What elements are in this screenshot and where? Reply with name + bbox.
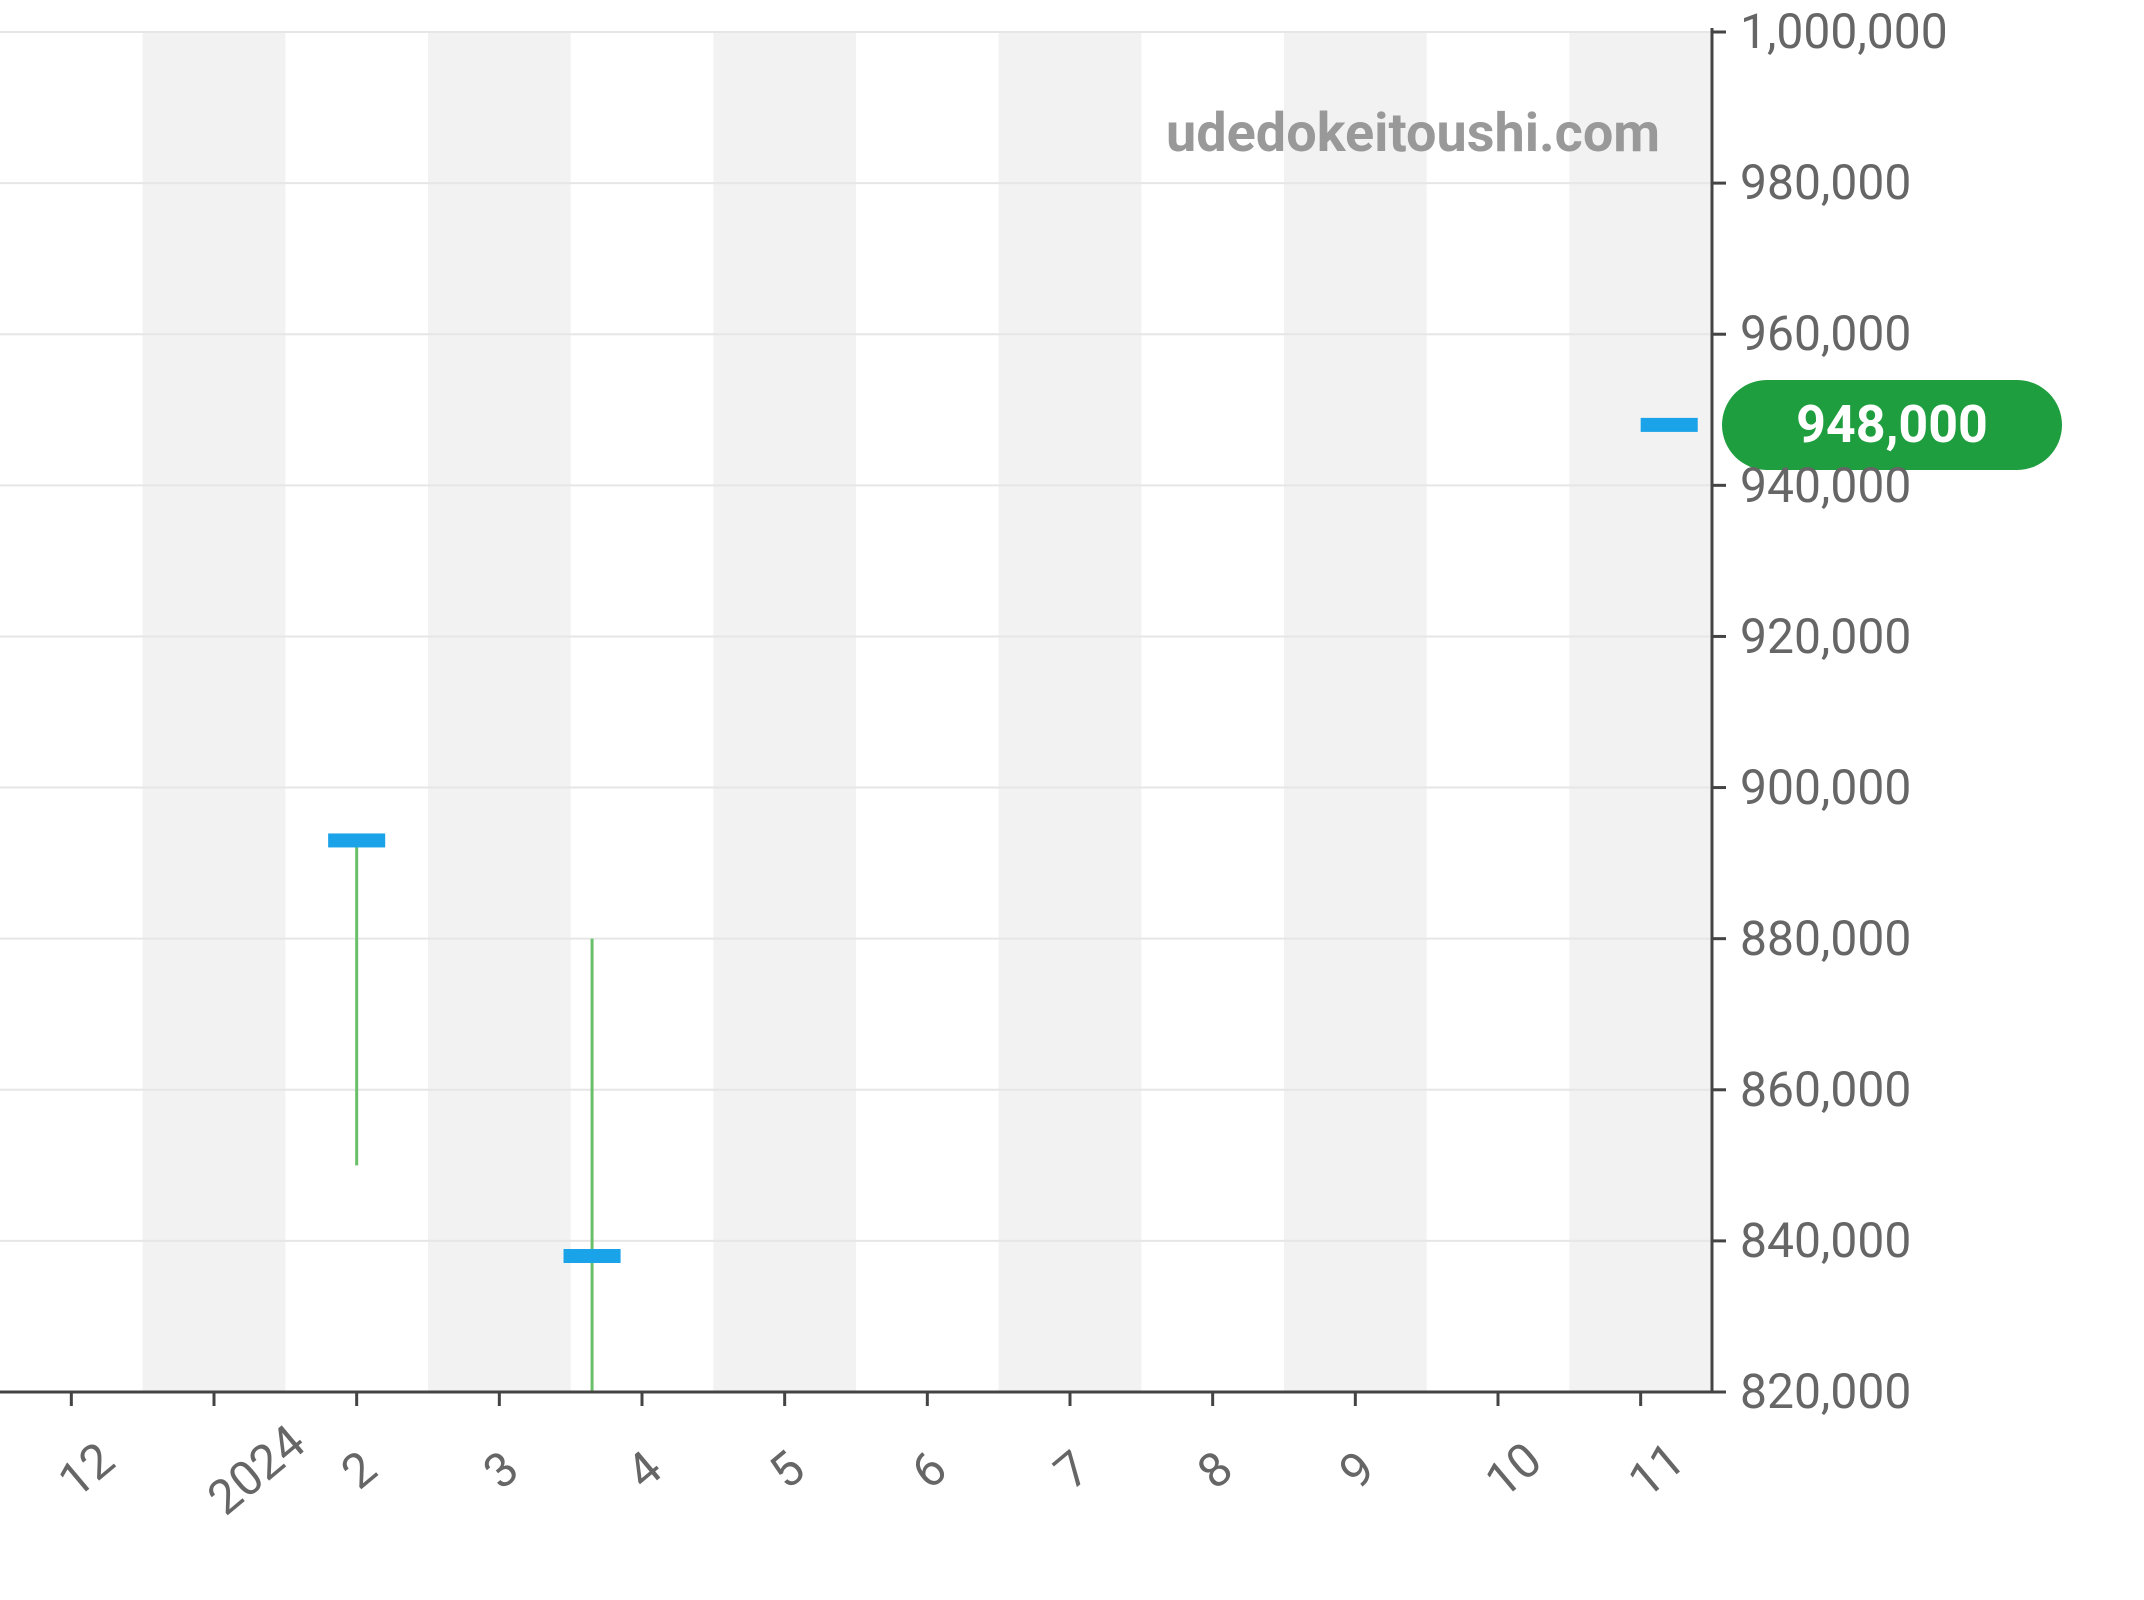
current-price-value: 948,000 xyxy=(1796,394,1988,455)
y-tick-label: 960,000 xyxy=(1740,305,1911,362)
y-tick-label: 980,000 xyxy=(1740,154,1911,211)
price-chart: udedokeitoushi.com 948,000 820,000840,00… xyxy=(0,0,2144,1600)
y-tick-label: 900,000 xyxy=(1740,759,1911,816)
y-tick-label: 940,000 xyxy=(1740,457,1911,514)
y-tick-label: 1,000,000 xyxy=(1740,3,1948,60)
y-tick-label: 860,000 xyxy=(1740,1061,1911,1118)
y-tick-label: 820,000 xyxy=(1740,1363,1911,1420)
y-tick-label: 840,000 xyxy=(1740,1212,1911,1269)
y-tick-label: 880,000 xyxy=(1740,910,1911,967)
y-tick-label: 920,000 xyxy=(1740,608,1911,665)
